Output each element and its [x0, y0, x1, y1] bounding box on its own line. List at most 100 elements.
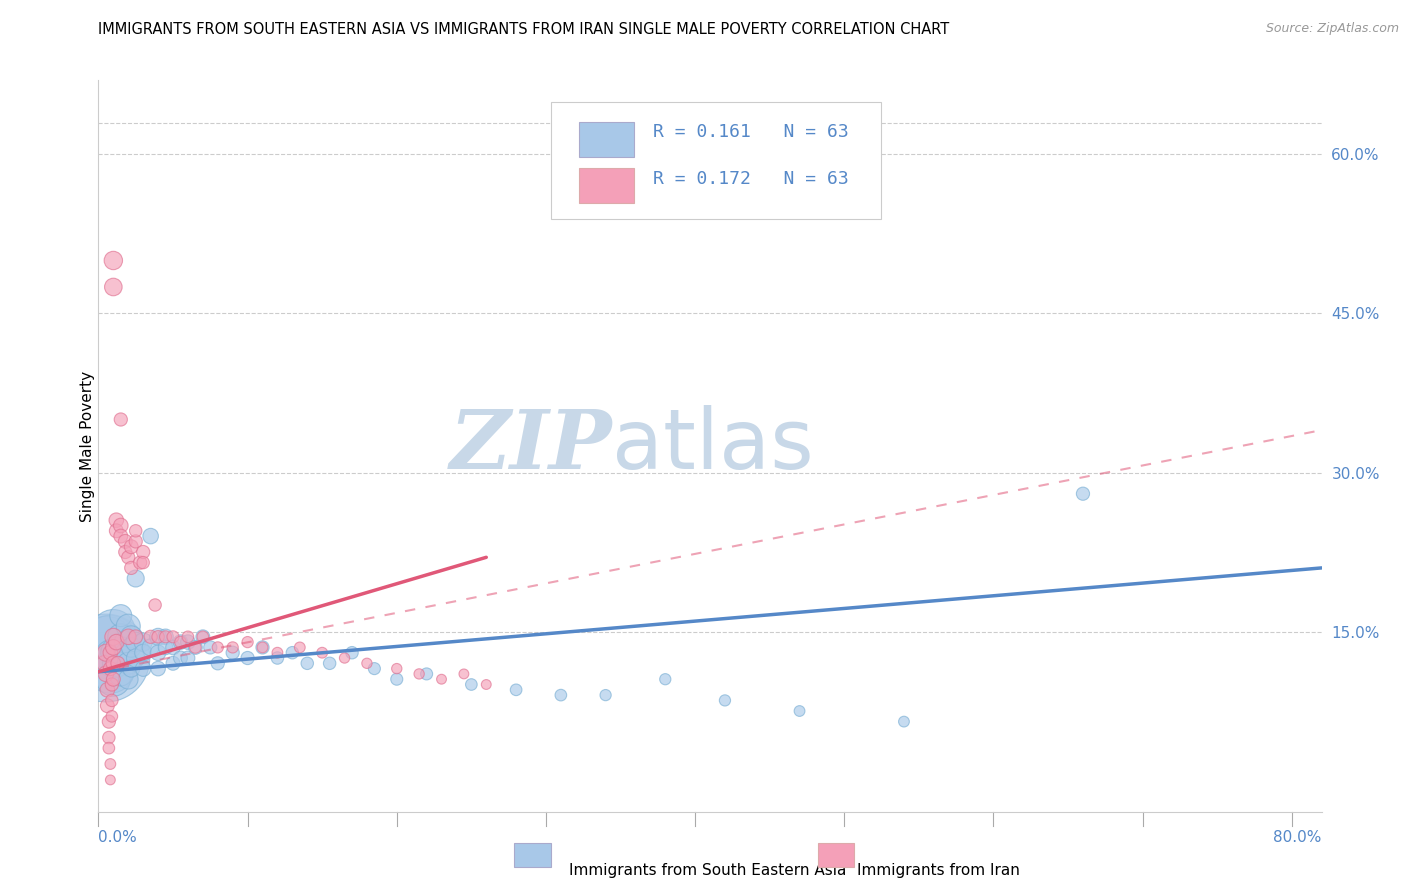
Point: [132, 646, 155, 660]
Point: [288, 640, 311, 655]
Point: [132, 635, 155, 649]
Text: 80.0%: 80.0%: [1274, 830, 1322, 845]
Point: [125, 524, 148, 538]
Point: [363, 662, 385, 676]
Point: [110, 529, 132, 543]
Point: [110, 630, 132, 644]
Point: [101, 677, 124, 691]
Point: [120, 630, 142, 644]
Point: [120, 561, 142, 575]
Y-axis label: Single Male Poverty: Single Male Poverty: [80, 370, 94, 522]
Point: [125, 572, 148, 586]
Point: [125, 651, 148, 665]
Point: [117, 657, 139, 671]
Point: [266, 646, 288, 660]
Point: [505, 682, 527, 697]
FancyBboxPatch shape: [579, 122, 634, 157]
Point: [114, 545, 136, 559]
Point: [714, 693, 737, 707]
Point: [107, 657, 129, 671]
Point: [93, 657, 115, 671]
Point: [132, 662, 155, 676]
Point: [385, 662, 408, 676]
Point: [96, 682, 118, 697]
Point: [297, 657, 319, 671]
Point: [184, 640, 207, 655]
Point: [139, 529, 162, 543]
Point: [1071, 486, 1094, 500]
Point: [125, 630, 148, 644]
Point: [132, 545, 155, 559]
Point: [191, 630, 214, 644]
Point: [120, 540, 142, 554]
Point: [169, 651, 191, 665]
Point: [97, 714, 120, 729]
Point: [177, 635, 200, 649]
Point: [129, 556, 152, 570]
Point: [101, 709, 124, 723]
Point: [162, 657, 184, 671]
Point: [475, 677, 498, 691]
Point: [98, 757, 121, 772]
FancyBboxPatch shape: [818, 843, 855, 867]
FancyBboxPatch shape: [579, 168, 634, 203]
Point: [117, 630, 139, 644]
Text: Immigrants from South Eastern Asia: Immigrants from South Eastern Asia: [569, 863, 846, 878]
Point: [94, 667, 117, 681]
Point: [236, 651, 259, 665]
Point: [98, 635, 121, 649]
Point: [595, 688, 617, 702]
Point: [101, 693, 124, 707]
Text: 0.0%: 0.0%: [98, 830, 138, 845]
Point: [356, 657, 378, 671]
Point: [162, 630, 184, 644]
Point: [94, 651, 117, 665]
Point: [155, 630, 177, 644]
Point: [340, 646, 363, 660]
Point: [155, 630, 177, 644]
Point: [415, 667, 437, 681]
Point: [184, 640, 207, 655]
Point: [105, 657, 128, 671]
Point: [110, 608, 132, 623]
Point: [191, 630, 214, 644]
Point: [117, 672, 139, 686]
Point: [281, 646, 304, 660]
Point: [105, 524, 128, 538]
Point: [103, 280, 125, 294]
Point: [430, 672, 453, 686]
Point: [110, 667, 132, 681]
Point: [460, 677, 482, 691]
Point: [177, 651, 200, 665]
Point: [221, 646, 243, 660]
Point: [318, 657, 340, 671]
Point: [114, 635, 136, 649]
Point: [103, 672, 125, 686]
Point: [654, 672, 676, 686]
Point: [103, 657, 125, 671]
Point: [146, 630, 169, 644]
Point: [117, 550, 139, 565]
Point: [221, 640, 243, 655]
Point: [177, 630, 200, 644]
Point: [169, 635, 191, 649]
Text: Source: ZipAtlas.com: Source: ZipAtlas.com: [1265, 22, 1399, 36]
Point: [893, 714, 915, 729]
Point: [114, 646, 136, 660]
Point: [114, 534, 136, 549]
Point: [125, 534, 148, 549]
Text: IMMIGRANTS FROM SOUTH EASTERN ASIA VS IMMIGRANTS FROM IRAN SINGLE MALE POVERTY C: IMMIGRANTS FROM SOUTH EASTERN ASIA VS IM…: [98, 22, 949, 37]
Text: ZIP: ZIP: [450, 406, 612, 486]
Point: [200, 640, 222, 655]
Point: [453, 667, 475, 681]
Point: [207, 640, 229, 655]
FancyBboxPatch shape: [515, 843, 551, 867]
Text: R = 0.161   N = 63: R = 0.161 N = 63: [652, 123, 848, 141]
Point: [155, 640, 177, 655]
Point: [98, 662, 121, 676]
Point: [120, 640, 142, 655]
Point: [139, 640, 162, 655]
Point: [105, 635, 128, 649]
Point: [117, 619, 139, 633]
FancyBboxPatch shape: [551, 103, 882, 219]
